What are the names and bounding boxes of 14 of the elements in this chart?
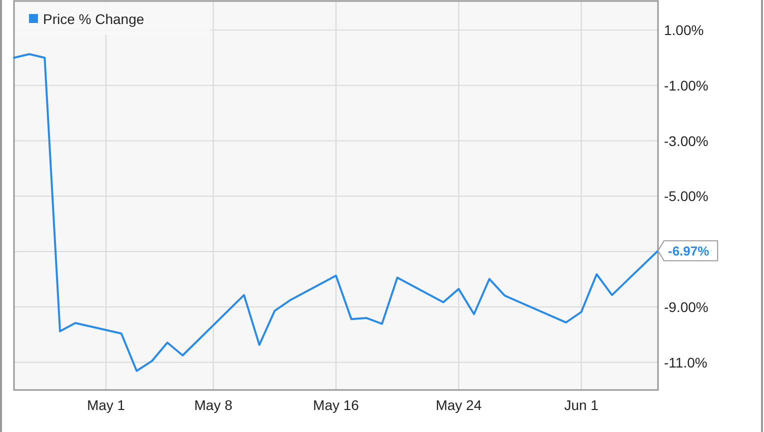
y-tick-label: -3.00% bbox=[664, 132, 708, 149]
y-tick-label: -11.0% bbox=[664, 354, 708, 370]
x-tick-label: May 1 bbox=[86, 397, 126, 413]
line-series bbox=[13, 53, 659, 372]
y-tick-label: -5.00% bbox=[664, 188, 708, 204]
x-tick-label: May 8 bbox=[194, 397, 233, 413]
y-tick-label: -1.00% bbox=[664, 77, 708, 94]
legend-label: Price % Change bbox=[43, 11, 144, 27]
y-tick-label: -9.00% bbox=[664, 298, 708, 315]
data-label: -6.97% bbox=[668, 244, 710, 259]
x-tick-label: May 16 bbox=[313, 397, 360, 413]
y-tick-label: 1.00% bbox=[664, 22, 704, 38]
x-tick-label: Jun 1 bbox=[564, 397, 599, 413]
x-tick-label: May 24 bbox=[436, 397, 482, 413]
